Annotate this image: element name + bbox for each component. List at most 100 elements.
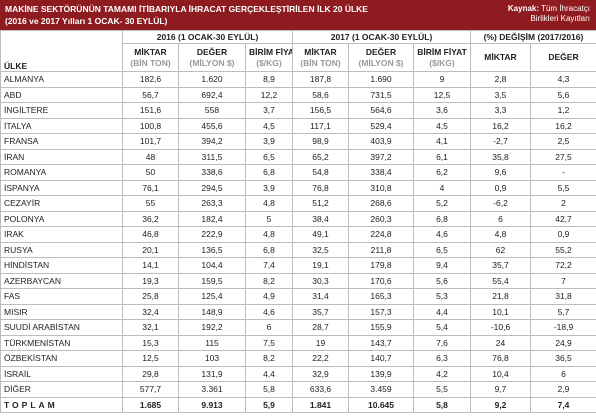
group-header-row: ÜLKE 2016 (1 OCAK-30 EYLÜL) 2017 (1 OCAK-3… — [0, 30, 596, 72]
cell: 5,6 — [413, 272, 471, 289]
column-label: DEĞER — [196, 46, 228, 57]
cell: 6 — [245, 319, 293, 336]
cell: -6,2 — [470, 195, 531, 212]
cell: 3,5 — [470, 86, 531, 103]
country: FAS — [0, 288, 123, 305]
cell: - — [530, 164, 596, 181]
cell: 338,4 — [348, 164, 414, 181]
total-label: TOPLAM — [0, 396, 123, 413]
cell: 15,3 — [122, 334, 179, 351]
cell: 10,4 — [470, 365, 531, 382]
cell: 32,1 — [122, 319, 179, 336]
column-unit: ($/KG) — [429, 57, 455, 68]
cell: 558 — [178, 102, 246, 119]
cell: 51,2 — [292, 195, 349, 212]
cell: 159,5 — [178, 272, 246, 289]
cell: 5,8 — [245, 381, 293, 398]
cell: 1.620 — [178, 71, 246, 88]
cell: 12,2 — [245, 86, 293, 103]
cell: 4,9 — [245, 288, 293, 305]
cell: 48 — [122, 148, 179, 165]
country: ÖZBEKİSTAN — [0, 350, 123, 367]
country: MISIR — [0, 303, 123, 320]
cell: 9,7 — [470, 381, 531, 398]
cell: 10,1 — [470, 303, 531, 320]
data-row: IRAK 46,8 222,9 4,8 49,1 224,8 4,6 4,8 0,9 — [0, 226, 596, 243]
total-cell: 5,8 — [413, 396, 471, 413]
cell: 397,2 — [348, 148, 414, 165]
data-row: İRAN 48 311,5 6,5 65,2 397,2 6,1 35,8 27,5 — [0, 148, 596, 165]
cell: 6,2 — [413, 164, 471, 181]
group-header: 2016 (1 OCAK-30 EYLÜL) — [122, 30, 293, 44]
data-row: RUSYA 20,1 136,5 6,8 32,5 211,8 6,5 62 55,2 — [0, 241, 596, 258]
column-header: MİKTAR (BİN TON) — [292, 43, 349, 72]
country: CEZAYİR — [0, 195, 123, 212]
cell: 7,4 — [245, 257, 293, 274]
cell: 16,2 — [470, 117, 531, 134]
cell: 4,4 — [413, 303, 471, 320]
source: Kaynak: Tüm İhracatçı Birlikleri Kayıtla… — [508, 4, 590, 24]
cell: 4,4 — [245, 365, 293, 382]
cell: 19,1 — [292, 257, 349, 274]
column-label: MİKTAR — [304, 46, 337, 57]
cell: 7,6 — [413, 334, 471, 351]
data-row: İSPANYA 76,1 294,5 3,9 76,8 310,8 4 0,9 5,5 — [0, 179, 596, 196]
cell: 6,5 — [413, 241, 471, 258]
data-row: FRANSA 101,7 394,2 3,9 98,9 403,9 4,1 -2,7 2,5 — [0, 133, 596, 150]
cell: 6,8 — [245, 164, 293, 181]
cell: 76,8 — [470, 350, 531, 367]
group-header: (%) DEĞİŞİM (2017/2016) — [470, 30, 596, 44]
cell: 100,8 — [122, 117, 179, 134]
cell: 394,2 — [178, 133, 246, 150]
cell: 24,9 — [530, 334, 596, 351]
data-row: İNGİLTERE 151,6 558 3,7 156,5 564,6 3,6 3,3 1,2 — [0, 102, 596, 119]
title-bar: MAKİNE SEKTÖRÜNÜN TAMAMI İTİBARIYLA İHRA… — [0, 0, 596, 30]
cell: 8,2 — [245, 350, 293, 367]
cell: 32,9 — [292, 365, 349, 382]
cell: 4,8 — [245, 195, 293, 212]
data-row: TÜRKMENİSTAN 15,3 115 7,5 19 143,7 7,6 24 24,9 — [0, 334, 596, 351]
cell: 49,1 — [292, 226, 349, 243]
column-unit: (BİN TON) — [300, 57, 341, 68]
table: ÜLKE 2016 (1 OCAK-30 EYLÜL) 2017 (1 OCAK-3… — [0, 30, 596, 413]
cell: 19 — [292, 334, 349, 351]
cell: 5,7 — [530, 303, 596, 320]
cell: 157,3 — [348, 303, 414, 320]
cell: 12,5 — [122, 350, 179, 367]
cell: 7,5 — [245, 334, 293, 351]
cell: 9 — [413, 71, 471, 88]
cell: 22,2 — [292, 350, 349, 367]
cell: 4,8 — [470, 226, 531, 243]
cell: 101,7 — [122, 133, 179, 150]
total-cell: 10.645 — [348, 396, 414, 413]
cell: 3,9 — [245, 179, 293, 196]
column-label: DEĞER — [365, 46, 397, 57]
column-label: DEĞER — [548, 52, 579, 62]
cell: 187,8 — [292, 71, 349, 88]
cell: 3,6 — [413, 102, 471, 119]
cell: -18,9 — [530, 319, 596, 336]
cell: 5,2 — [413, 195, 471, 212]
cell: 5,3 — [413, 288, 471, 305]
cell: 692,4 — [178, 86, 246, 103]
cell: 633,6 — [292, 381, 349, 398]
cell: 3,3 — [470, 102, 531, 119]
cell: 148,9 — [178, 303, 246, 320]
total-cell: 7,4 — [530, 396, 596, 413]
cell: 32,5 — [292, 241, 349, 258]
column-unit: ($/KG) — [256, 57, 282, 68]
column-unit: (BİN TON) — [130, 57, 171, 68]
data-row: DİĞER 577,7 3.361 5,8 633,6 3.459 5,5 9,7 2,9 — [0, 381, 596, 398]
cell: 2,9 — [530, 381, 596, 398]
cell: 55,4 — [470, 272, 531, 289]
country: SUUDİ ARABİSTAN — [0, 319, 123, 336]
cell: 9,6 — [470, 164, 531, 181]
cell: 29,8 — [122, 365, 179, 382]
country: AZERBAYCAN — [0, 272, 123, 289]
cell: 0,9 — [530, 226, 596, 243]
country: İSPANYA — [0, 179, 123, 196]
column-header: MİKTAR — [470, 43, 531, 72]
cell: 5,4 — [413, 319, 471, 336]
cell: 35,8 — [470, 148, 531, 165]
